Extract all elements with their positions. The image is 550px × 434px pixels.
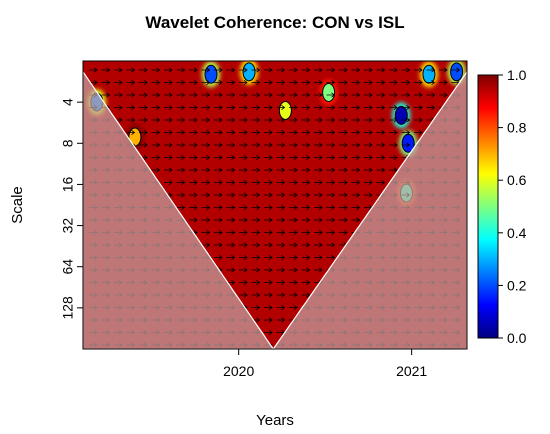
plot-frame bbox=[82, 60, 468, 350]
colorbar: 0.0 0.2 0.4 0.6 0.8 1.0 bbox=[477, 67, 527, 346]
colorbar-tick-label: 0.4 bbox=[507, 225, 527, 241]
y-tick-label: 128 bbox=[60, 296, 76, 320]
y-tick-label: 64 bbox=[60, 259, 76, 275]
colorbar-tick-label: 0.2 bbox=[507, 277, 527, 293]
colorbar-tick-label: 0.8 bbox=[507, 120, 527, 136]
coherence-region bbox=[242, 62, 256, 82]
y-tick-label: 8 bbox=[60, 139, 76, 147]
colorbar-tick-label: 0.0 bbox=[507, 330, 527, 346]
y-tick-label: 4 bbox=[60, 98, 76, 106]
coherence-region bbox=[278, 100, 292, 120]
x-tick-label: 2020 bbox=[223, 363, 254, 379]
x-axis: 2020 2021 bbox=[223, 349, 427, 379]
cone-of-influence bbox=[83, 70, 467, 349]
colorbar-tick-label: 1.0 bbox=[507, 67, 527, 83]
y-tick-label: 32 bbox=[60, 218, 76, 234]
coherence-region bbox=[401, 133, 415, 153]
colorbar-gradient bbox=[477, 74, 499, 339]
chart-title: Wavelet Coherence: CON vs ISL bbox=[145, 13, 404, 32]
x-tick-label: 2021 bbox=[396, 363, 427, 379]
plot-area bbox=[82, 60, 468, 350]
y-axis-label: Scale bbox=[9, 186, 26, 224]
coherence-region bbox=[394, 105, 408, 125]
y-tick-label: 16 bbox=[60, 176, 76, 192]
coherence-region bbox=[422, 64, 436, 84]
colorbar-tick-label: 0.6 bbox=[507, 172, 527, 188]
colorbar-ticks: 0.0 0.2 0.4 0.6 0.8 1.0 bbox=[498, 67, 527, 346]
x-axis-label: Years bbox=[256, 412, 294, 429]
y-axis: 4 8 16 32 64 128 bbox=[60, 98, 83, 320]
coherence-region bbox=[322, 82, 336, 102]
